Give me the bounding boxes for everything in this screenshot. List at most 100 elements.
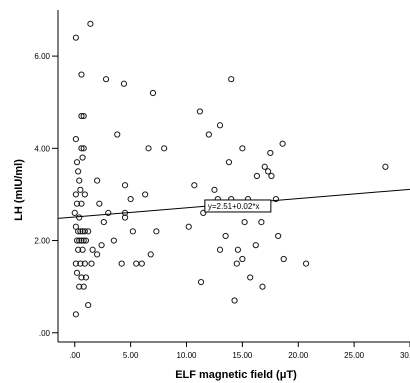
data-points [71, 20, 389, 318]
data-point [279, 140, 286, 147]
data-point [247, 274, 254, 281]
data-point [114, 131, 121, 138]
data-point [73, 200, 81, 207]
data-point [100, 219, 107, 226]
data-point [197, 278, 205, 286]
y-tick-label: 6.00 [34, 52, 50, 61]
data-point [78, 274, 85, 281]
data-point [275, 232, 282, 240]
y-tick-label: .00 [39, 329, 51, 338]
data-point [94, 251, 101, 258]
data-point [259, 283, 266, 290]
data-point [127, 195, 134, 203]
data-point [78, 145, 85, 152]
data-point [196, 108, 204, 115]
data-point [78, 237, 85, 244]
x-tick-label: 15.00 [232, 351, 253, 360]
data-point [258, 219, 265, 226]
data-point [78, 200, 85, 207]
data-point [138, 260, 145, 267]
data-point [239, 145, 246, 152]
data-point [205, 131, 212, 138]
data-point [234, 246, 242, 253]
data-point [89, 246, 96, 253]
x-tick-label: .00 [69, 351, 81, 360]
data-point [161, 145, 168, 152]
data-point [76, 283, 83, 290]
data-point [75, 246, 82, 253]
data-point [72, 191, 79, 198]
axes: .00 2.00 4.00 6.00 .00 5.00 10.00 15.00 20.00 25.… [34, 10, 410, 360]
data-point [80, 145, 87, 152]
data-point [72, 260, 79, 267]
data-point [77, 228, 84, 235]
data-point [80, 112, 87, 120]
data-point [82, 237, 90, 244]
data-point [80, 237, 87, 244]
data-point [110, 237, 117, 244]
data-point [72, 311, 79, 318]
data-point [85, 228, 92, 235]
data-point [200, 209, 207, 216]
fit-equation-label: y=2.51+0.02*x [208, 202, 260, 211]
data-point [81, 260, 88, 267]
data-point [75, 168, 82, 175]
data-point [121, 182, 129, 189]
data-point [239, 255, 246, 263]
data-point [233, 260, 240, 267]
data-point [77, 186, 84, 193]
data-point [142, 191, 149, 198]
data-point [261, 163, 268, 170]
data-point [78, 71, 85, 78]
data-point [79, 246, 86, 253]
x-tick-label: 20.00 [288, 351, 309, 360]
data-point [76, 214, 83, 221]
data-point [98, 242, 105, 249]
x-tick-label: 10.00 [176, 351, 197, 360]
data-point [264, 168, 272, 175]
data-point [231, 297, 238, 304]
data-point [228, 76, 235, 83]
data-point [73, 269, 81, 276]
data-point [105, 209, 112, 216]
data-point [382, 163, 389, 170]
data-point [191, 182, 198, 189]
data-point [76, 237, 83, 244]
data-point [268, 172, 275, 180]
data-point [73, 237, 81, 244]
data-point [147, 251, 154, 258]
data-point [88, 260, 95, 267]
data-point [78, 112, 85, 120]
data-point [94, 177, 101, 184]
data-point [82, 274, 90, 281]
data-point [222, 232, 229, 240]
data-point [118, 260, 125, 267]
y-tick-label: 2.00 [34, 237, 50, 246]
data-point [129, 228, 136, 235]
data-point [133, 260, 140, 267]
x-tick-label: 30.00 [400, 351, 410, 360]
data-point [71, 209, 78, 216]
data-point [79, 154, 86, 161]
data-point [185, 223, 192, 230]
data-point [302, 260, 310, 267]
x-tick-label: 25.00 [344, 351, 365, 360]
data-point [252, 242, 259, 249]
data-point [80, 283, 87, 290]
data-point [81, 191, 88, 198]
data-point [73, 159, 81, 166]
data-point [253, 172, 261, 180]
x-tick-label: 5.00 [123, 351, 139, 360]
data-point [211, 186, 218, 193]
data-point [121, 214, 129, 221]
data-point [75, 228, 82, 235]
data-point [149, 89, 157, 97]
fit-line-group: y=2.51+0.02*x [57, 188, 410, 219]
data-point [267, 149, 274, 157]
data-point [85, 302, 92, 309]
data-point [72, 34, 79, 41]
data-point [241, 219, 248, 226]
data-point [272, 195, 280, 203]
